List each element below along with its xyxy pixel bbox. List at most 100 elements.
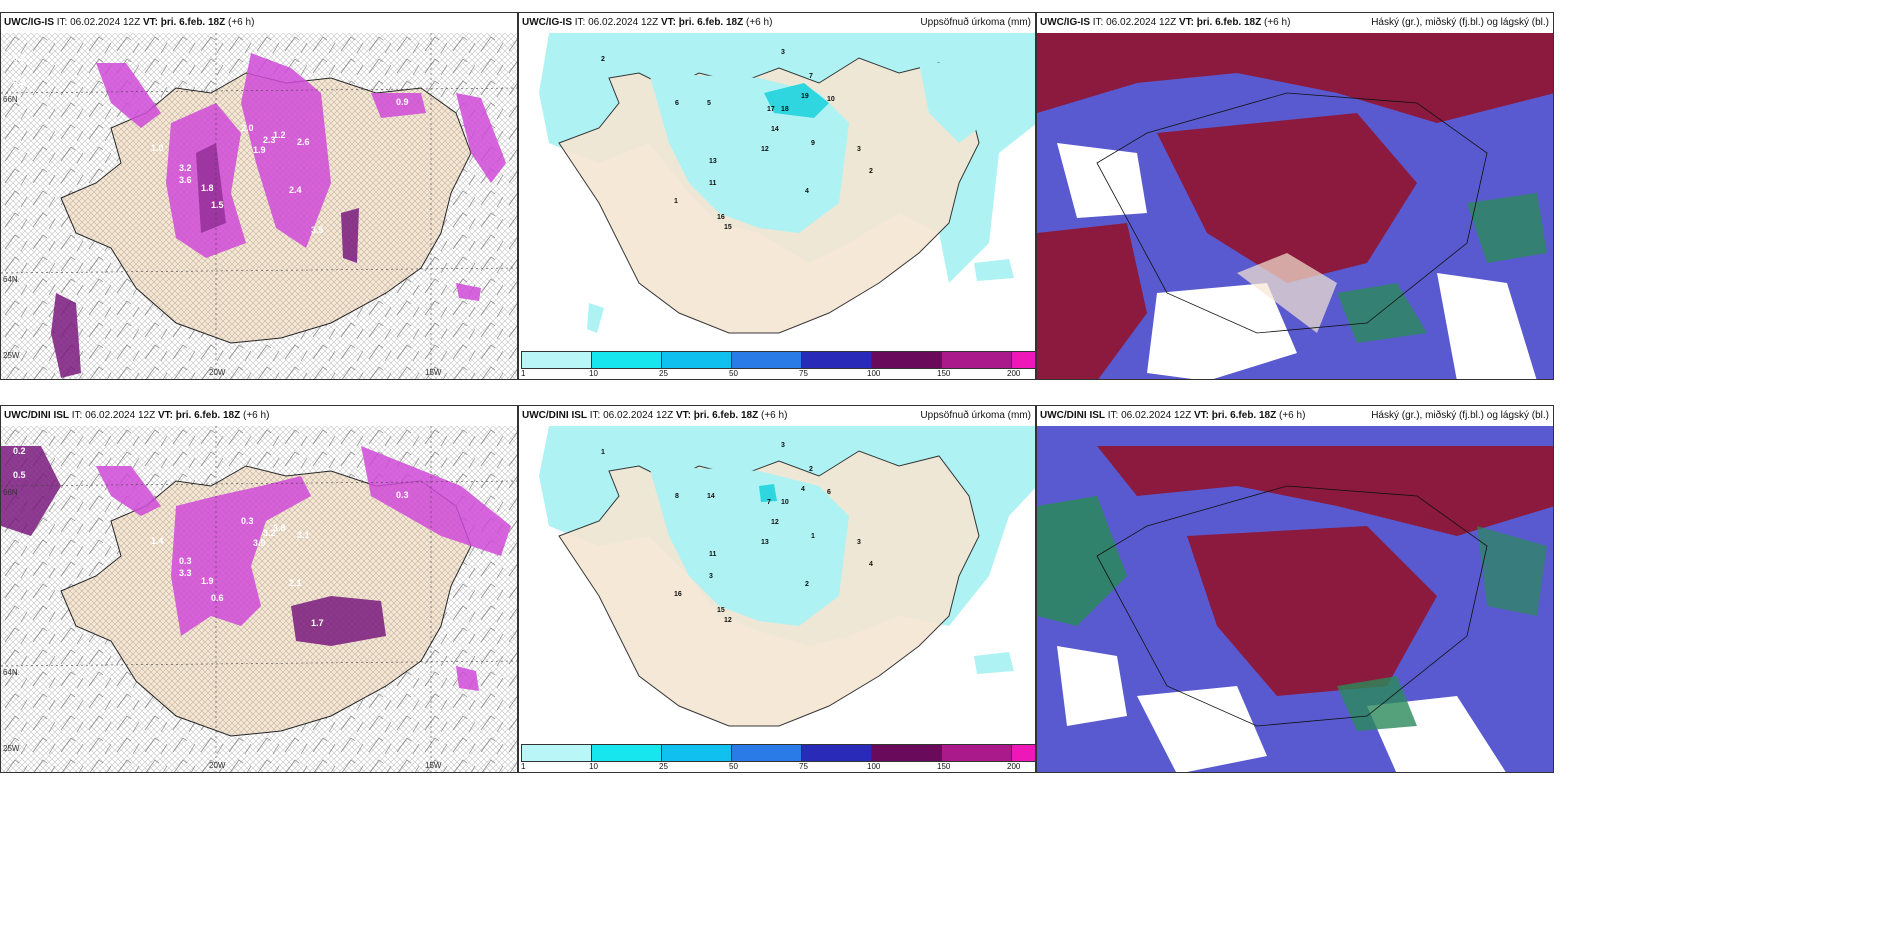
value-label: 1.8 [201, 183, 214, 193]
value-label: 3 [857, 146, 861, 153]
value-label: 2.4 [289, 185, 302, 195]
value-label: 2.6 [297, 137, 310, 147]
colorbar-swatch [732, 352, 802, 368]
value-label: 11 [709, 180, 717, 187]
lon-label-15w: 15W [425, 368, 442, 377]
colorbar-swatch [662, 352, 732, 368]
value-label: 5 [707, 100, 711, 107]
value-label: 8 [675, 493, 679, 500]
colorbar-tick: 150 [937, 762, 951, 771]
value-label: 3.8 [273, 523, 286, 533]
value-label: 19 [801, 93, 809, 100]
colorbar-tick: 100 [867, 762, 881, 771]
value-label: 13 [761, 539, 769, 546]
value-label: 0.6 [211, 593, 224, 603]
value-label: 1.7 [311, 618, 324, 628]
colorbar-swatch [522, 745, 592, 761]
lon-label-25w: 25W [3, 351, 20, 360]
cloud-map [1037, 33, 1553, 379]
value-label: 3 [781, 442, 785, 449]
panel-title: Háský (gr.), miðský (fj.bl.) og lágský (… [1371, 17, 1549, 28]
valid-time: þri. 6.feb. 18Z [693, 410, 759, 421]
panel-clouds-bottom[interactable]: UWC/DINI ISL IT: 06.02.2024 12Z VT: þri.… [1036, 405, 1554, 773]
colorbar-swatch [942, 352, 1012, 368]
value-label: 13 [709, 158, 717, 165]
panel-precip-bottom[interactable]: UWC/DINI ISL IT: 06.02.2024 12Z VT: þri.… [518, 405, 1036, 773]
valid-time-label: VT: [1178, 17, 1194, 28]
model-name: UWC/IG-IS [522, 17, 572, 28]
colorbar-swatch [1012, 745, 1035, 761]
value-label: 0.2 [13, 77, 26, 87]
init-time: IT: 06.02.2024 12Z [1092, 17, 1177, 28]
colorbar [521, 744, 1035, 762]
colorbar-tick: 50 [729, 369, 738, 378]
lat-label-64n: 64N [3, 275, 18, 284]
value-label: 0.3 [13, 53, 26, 63]
model-name: UWC/IG-IS [1040, 17, 1090, 28]
value-label: 0.9 [396, 97, 409, 107]
value-label: 14 [771, 126, 779, 133]
colorbar-tick: 1 [521, 762, 526, 771]
value-label: 17 [767, 106, 775, 113]
valid-time: þri. 6.feb. 18Z [678, 17, 744, 28]
valid-time: þri. 6.feb. 18Z [1196, 17, 1262, 28]
panel-header: UWC/DINI ISL IT: 06.02.2024 12Z VT: þri.… [4, 410, 269, 421]
value-label: 0.2 [13, 446, 26, 456]
lead-time: (+6 h) [746, 17, 773, 28]
value-label: 15 [717, 607, 725, 614]
init-time: IT: 06.02.2024 12Z [71, 410, 156, 421]
value-label: 6 [675, 100, 679, 107]
init-time: IT: 06.02.2024 12Z [574, 17, 659, 28]
value-label: 3.2 [263, 528, 276, 538]
value-label: 2 [869, 168, 873, 175]
colorbar-tick: 200 [1007, 369, 1021, 378]
colorbar-swatch [662, 745, 732, 761]
value-label: 4 [801, 486, 805, 493]
value-label: 1.9 [201, 576, 214, 586]
value-label: 3.9 [253, 538, 266, 548]
panel-wind-precip-bottom[interactable]: UWC/DINI ISL IT: 06.02.2024 12Z VT: þri.… [0, 405, 518, 773]
value-label: 3.5 [311, 225, 324, 235]
value-label: 1.4 [151, 536, 164, 546]
colorbar-tick: 100 [867, 369, 881, 378]
value-label: 11 [709, 551, 717, 558]
panel-clouds-top[interactable]: UWC/IG-IS IT: 06.02.2024 12Z VT: þri. 6.… [1036, 12, 1554, 380]
colorbar-tick: 150 [937, 369, 951, 378]
panel-precip-top[interactable]: UWC/IG-IS IT: 06.02.2024 12Z VT: þri. 6.… [518, 12, 1036, 380]
colorbar-tick: 1 [521, 369, 526, 378]
value-label: 1.5 [211, 200, 224, 210]
valid-time-label: VT: [660, 17, 676, 28]
colorbar-swatch [592, 352, 662, 368]
lat-label-66n: 66N [3, 488, 18, 497]
value-label: 0.3 [241, 516, 254, 526]
lon-label-25w: 25W [3, 744, 20, 753]
panel-title: Háský (gr.), miðský (fj.bl.) og lágský (… [1371, 410, 1549, 421]
value-label: 2 [809, 466, 813, 473]
value-label: 3.3 [179, 568, 192, 578]
colorbar-swatch [802, 745, 872, 761]
panel-header: UWC/IG-IS IT: 06.02.2024 12Z VT: þri. 6.… [4, 17, 254, 28]
init-time: IT: 06.02.2024 12Z [589, 410, 674, 421]
value-label: 12 [771, 519, 779, 526]
valid-time: þri. 6.feb. 18Z [160, 17, 226, 28]
panel-wind-precip-top[interactable]: UWC/IG-IS IT: 06.02.2024 12Z VT: þri. 6.… [0, 12, 518, 380]
valid-time-label: VT: [157, 410, 173, 421]
colorbar [521, 351, 1035, 369]
colorbar-swatch [942, 745, 1012, 761]
wind-precip-map: 0.3 0.3 3.93.23.8 3.1 2.1 1.9 1.4 3.3 1.7 0.6 0.3 0… [1, 426, 517, 772]
valid-time-label: VT: [1193, 410, 1209, 421]
colorbar-tick: 25 [659, 762, 668, 771]
colorbar-tick: 75 [799, 762, 808, 771]
value-label: 16 [717, 214, 725, 221]
value-label: 16 [674, 591, 682, 598]
colorbar-tick: 50 [729, 762, 738, 771]
value-label: 18 [781, 106, 789, 113]
value-label: 3 [857, 539, 861, 546]
panel-header: UWC/IG-IS IT: 06.02.2024 12Z VT: þri. 6.… [522, 17, 772, 28]
value-label: 0.3 [396, 490, 409, 500]
value-label: 1.2 [273, 130, 286, 140]
value-label: 6 [827, 489, 831, 496]
colorbar-swatch [872, 745, 942, 761]
valid-time: þri. 6.feb. 18Z [175, 410, 241, 421]
